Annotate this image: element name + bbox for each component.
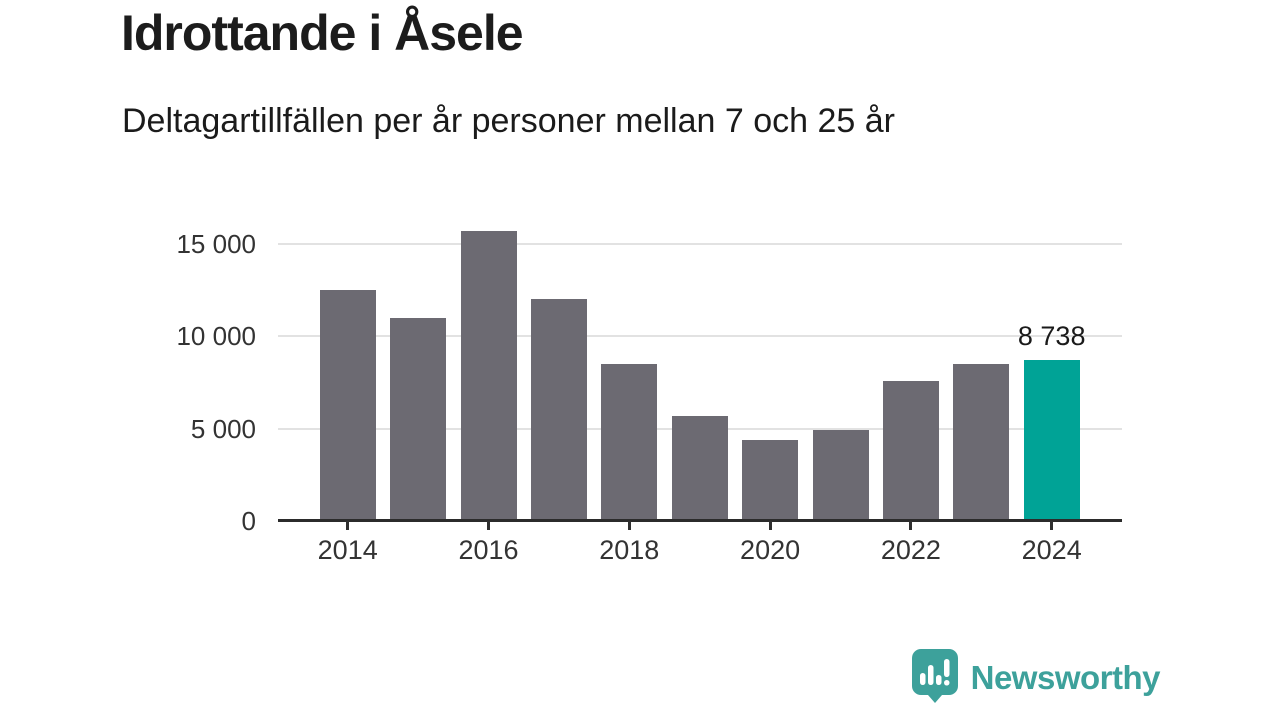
x-axis-label: 2020 <box>740 535 801 565</box>
x-axis-label: 2024 <box>1021 535 1082 565</box>
bar-2024 <box>1023 359 1080 521</box>
bar-2017 <box>530 299 587 521</box>
x-axis-tick <box>487 521 490 530</box>
x-axis-label: 2014 <box>317 535 378 565</box>
x-axis-tick <box>346 521 350 530</box>
bar-chart-plot-area: 0 5 000 10 000 15 000 2014 2016 2018 2020 2022 20… <box>176 230 1122 565</box>
bar-2021 <box>812 430 869 521</box>
bar-2022 <box>882 380 939 521</box>
bar-value-label: 8 738 <box>1017 320 1086 351</box>
x-axis-tick <box>909 521 913 530</box>
y-axis-label: 5 000 <box>190 413 256 444</box>
bar-2019 <box>671 415 728 521</box>
y-axis-label: 15 000 <box>176 228 256 259</box>
bar-2018 <box>601 363 658 521</box>
bar-chart-speech-bubble-icon <box>911 648 959 708</box>
x-axis-tick <box>627 521 631 530</box>
newsworthy-logo[interactable]: Newsworthy <box>911 648 1161 708</box>
x-axis-label: 2018 <box>599 535 660 565</box>
bar-2014 <box>319 290 376 521</box>
y-axis-label: 10 000 <box>176 321 256 352</box>
chart-title: Idrottande i Åsele <box>121 5 524 61</box>
x-axis-line <box>278 519 1122 522</box>
gridline-15000 <box>278 242 1122 245</box>
newsworthy-brand-text: Newsworthy <box>970 659 1161 696</box>
bar-2020 <box>742 439 799 521</box>
x-axis-tick <box>1050 521 1054 530</box>
x-axis-label: 2016 <box>458 535 519 565</box>
x-axis-label: 2022 <box>880 535 941 565</box>
chart-subtitle: Deltagartillfällen per år personer mella… <box>122 102 895 140</box>
y-axis-label: 0 <box>241 506 256 536</box>
gridline-10000 <box>278 335 1122 338</box>
bar-2023 <box>953 363 1010 521</box>
bar-2015 <box>390 317 447 521</box>
x-axis-tick <box>768 521 772 530</box>
bar-2016 <box>460 230 517 521</box>
